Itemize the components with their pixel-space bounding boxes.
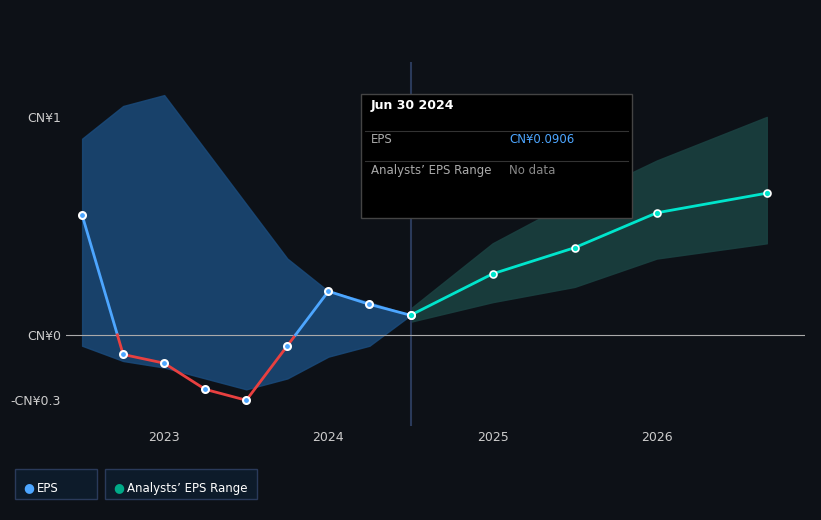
Point bbox=[199, 385, 212, 394]
Point bbox=[281, 342, 294, 350]
Point bbox=[322, 287, 335, 295]
Point bbox=[486, 270, 499, 278]
Text: EPS: EPS bbox=[371, 133, 392, 146]
Point bbox=[404, 311, 417, 319]
Text: No data: No data bbox=[509, 164, 555, 177]
Text: ●: ● bbox=[113, 481, 124, 494]
Text: Analysts’ EPS Range: Analysts’ EPS Range bbox=[371, 164, 492, 177]
Text: Analysts Forecasts: Analysts Forecasts bbox=[419, 126, 535, 139]
Point bbox=[158, 359, 171, 367]
Point bbox=[363, 300, 376, 308]
Point bbox=[117, 350, 130, 359]
Point bbox=[568, 243, 581, 252]
Text: EPS: EPS bbox=[37, 483, 58, 496]
Point bbox=[650, 209, 663, 217]
Point bbox=[404, 311, 417, 319]
Text: Jun 30 2024: Jun 30 2024 bbox=[371, 99, 455, 112]
Text: ●: ● bbox=[23, 481, 34, 494]
Point bbox=[240, 396, 253, 405]
Text: Actual: Actual bbox=[363, 126, 402, 139]
Point bbox=[760, 189, 773, 197]
Text: Analysts’ EPS Range: Analysts’ EPS Range bbox=[127, 483, 248, 496]
Text: CN¥0.0906: CN¥0.0906 bbox=[509, 133, 574, 146]
Point bbox=[76, 211, 89, 219]
